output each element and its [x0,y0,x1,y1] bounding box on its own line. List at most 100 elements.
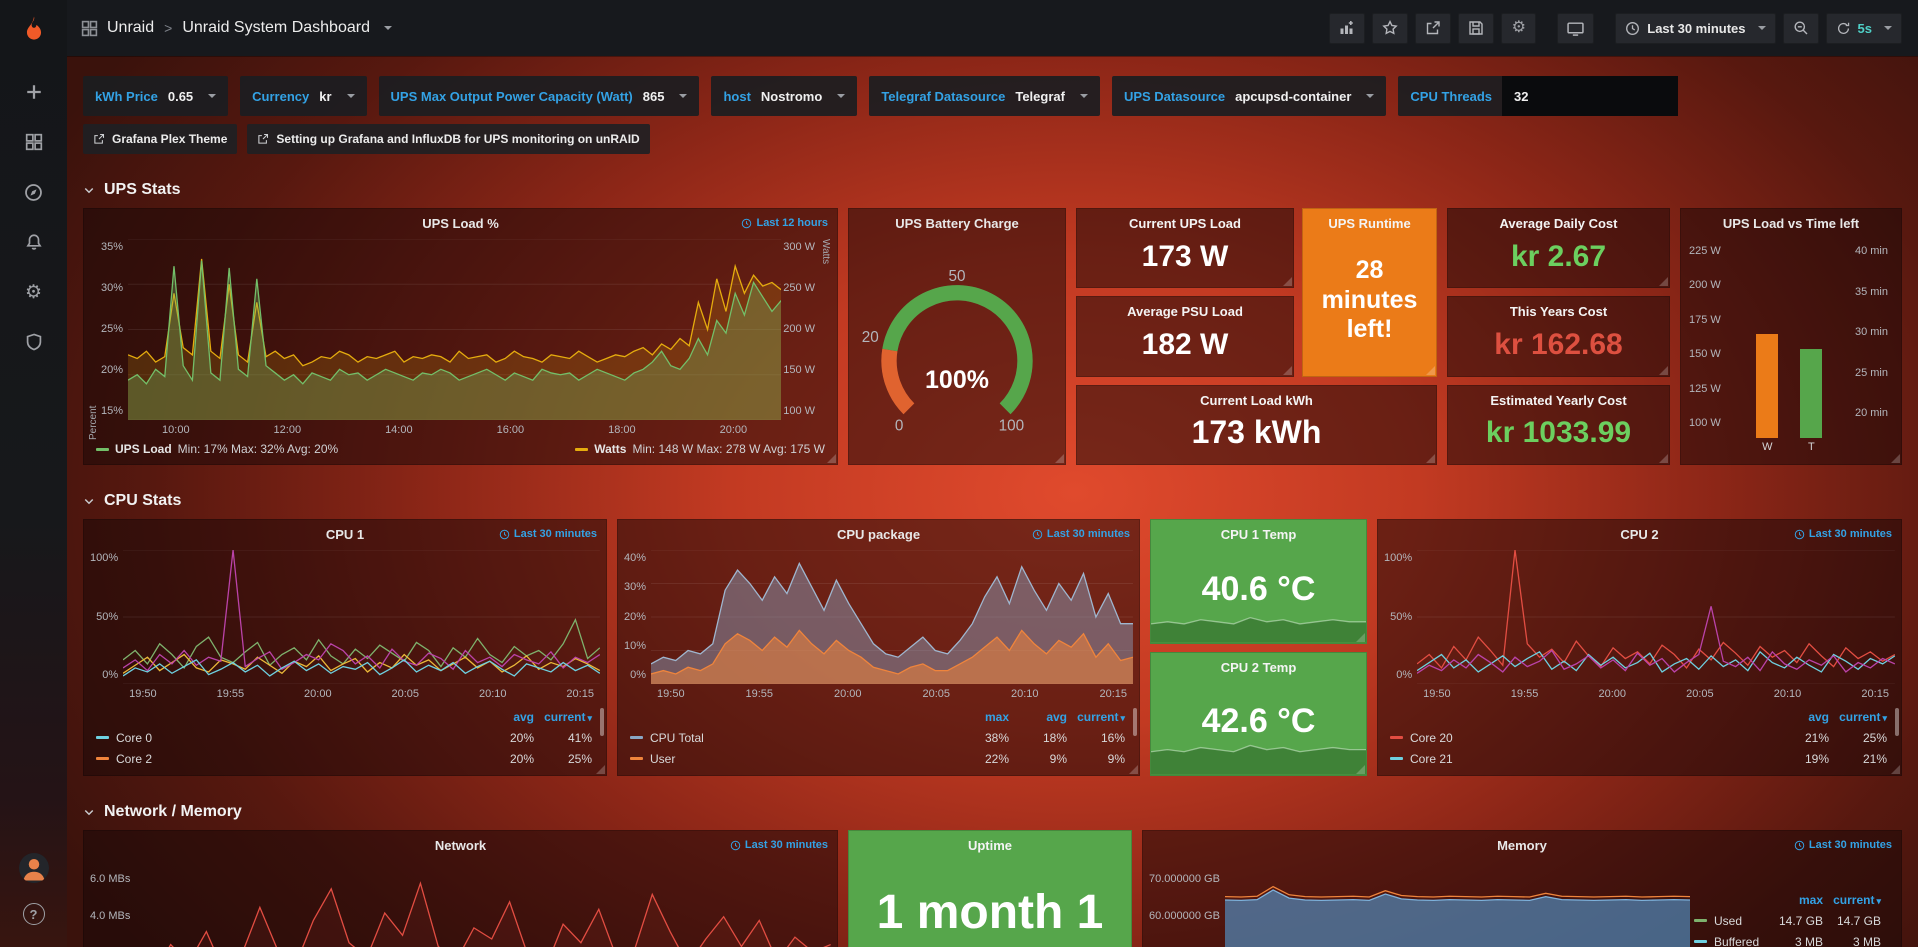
legend-row[interactable]: Core 2 20% 25% [96,748,592,769]
panel-header[interactable]: UPS Load % Last 12 hours [84,209,837,237]
user-avatar[interactable] [18,853,49,883]
gauge-threshold-label: 20 [862,329,879,346]
link-grafana-plex-theme[interactable]: Grafana Plex Theme [83,124,238,154]
legend-row[interactable]: Used 14.7 GB 14.7 GB [1694,910,1881,931]
refresh-picker[interactable]: 5s [1825,12,1902,44]
panel-header[interactable]: CPU 2 Last 30 minutes [1378,520,1901,548]
time-range-picker[interactable]: Last 30 minutes [1615,12,1776,44]
legend-item[interactable]: UPS Load Min: 17% Max: 32% Avg: 20% [96,442,338,456]
variable-currency[interactable]: Currency kr [240,76,367,116]
link-ups-monitoring-guide[interactable]: Setting up Grafana and InfluxDB for UPS … [247,124,650,154]
axis-tick: 20:10 [1773,688,1802,700]
panel-title: CPU package [836,526,921,542]
settings-button[interactable]: ⚙ [1501,12,1537,44]
stat-value: 173 W [1141,239,1229,273]
clock-icon [730,840,741,850]
breadcrumb-dashboard[interactable]: Unraid System Dashboard [182,19,370,36]
section-title: Network / Memory [104,803,242,820]
variable-telegraf-datasource[interactable]: Telegraf Datasource Telegraf [869,76,1100,116]
panel-cpu2: CPU 2 Last 30 minutes 100% 50% 0% 19:50 19:… [1377,519,1902,776]
panel-header[interactable]: Network Last 30 minutes [84,831,837,859]
chevron-down-icon[interactable] [383,26,392,30]
cpu2-chart[interactable] [1417,550,1895,684]
save-button[interactable] [1458,12,1495,44]
axis-tick: 20:15 [1861,688,1889,700]
stat-title: CPU 1 Temp [1220,527,1297,542]
share-icon [1427,21,1440,35]
panel-title: CPU 1 [325,526,365,542]
sidebar-item-explore[interactable] [22,180,46,204]
legend-scrollbar[interactable] [600,708,604,736]
link-label: Grafana Plex Theme [112,132,228,146]
y-axis-label-left: Percent [88,405,99,440]
dashboards-icon [25,133,42,151]
add-panel-button[interactable] [1329,12,1366,44]
chevron-down-icon [84,498,94,505]
variable-ups-max-output[interactable]: UPS Max Output Power Capacity (Watt) 865 [378,76,700,116]
sidebar-item-configuration[interactable]: ⚙ [22,280,46,304]
panel-header[interactable]: CPU package Last 30 minutes [618,520,1139,548]
sidebar-item-server-admin[interactable] [22,330,46,354]
legend-header[interactable]: max avg current ▾ [984,709,1125,724]
sidebar-item-dashboards[interactable] [22,130,46,154]
stat-value: 182 W [1141,327,1229,361]
legend-scrollbar[interactable] [1133,708,1137,736]
section-cpu-stats[interactable]: CPU Stats [83,483,1902,519]
legend-row[interactable]: Core 20 21% 25% [1390,727,1887,748]
x-axis: 19:50 19:55 20:00 20:05 20:10 20:15 [1417,684,1895,704]
panel-ups-battery-charge: UPS Battery Charge 0 100 50 20 100% [848,208,1066,465]
ups-load-chart[interactable] [128,239,782,420]
section-ups-stats[interactable]: UPS Stats [83,172,1902,208]
refresh-icon [1837,22,1849,34]
axis-tick: 20:05 [391,688,420,700]
section-network-memory[interactable]: Network / Memory [83,794,1902,830]
sidebar-item-create[interactable] [22,80,46,104]
legend-row[interactable]: User 22% 9% 9% [630,748,1125,769]
variable-kwh-price[interactable]: kWh Price 0.65 [83,76,229,116]
tv-icon [1567,21,1584,36]
cycle-view-button[interactable] [1557,12,1595,44]
legend-header[interactable]: avg current ▾ [1808,709,1887,724]
zoom-out-button[interactable] [1782,12,1819,44]
avatar-icon [18,853,49,883]
variable-ups-datasource[interactable]: UPS Datasource apcupsd-container [1111,76,1387,116]
axis-tick: 225 W [1689,245,1721,257]
legend-row[interactable]: Core 21 19% 21% [1390,748,1887,769]
grafana-logo[interactable] [21,0,47,56]
legend-series-name: Watts [594,442,627,456]
cpu1-chart[interactable] [123,550,600,684]
legend-series-name: UPS Load [115,442,172,456]
axis-tick: 30% [624,581,647,594]
axis-tick: 20:00 [719,424,748,436]
cpu-package-chart[interactable] [651,550,1133,684]
breadcrumb-app[interactable]: Unraid [107,19,155,36]
panel-header[interactable]: UPS Load vs Time left [1681,209,1901,237]
legend-item[interactable]: Watts Min: 148 W Max: 278 W Avg: 175 W [575,442,825,456]
chevron-down-icon [84,187,94,194]
help-button[interactable]: ? [22,903,45,925]
panel-header[interactable]: CPU 1 Last 30 minutes [84,520,606,548]
network-chart[interactable] [135,861,831,947]
navbar-actions: ⚙ Last 30 minutes 5s [1329,12,1902,44]
share-button[interactable] [1415,12,1452,44]
legend-header[interactable]: max current ▾ [1798,892,1881,907]
clock-icon [1794,840,1805,850]
legend-scrollbar[interactable] [1895,708,1899,736]
memory-chart[interactable] [1224,861,1690,947]
legend-row[interactable]: Buffered 3 MB 3 MB [1694,931,1881,947]
panel-header[interactable]: Memory Last 30 minutes [1143,831,1901,859]
variable-label: CPU Threads [1410,88,1493,104]
sidebar-item-alerting[interactable] [22,230,46,254]
legend-row[interactable]: Core 0 20% 41% [96,727,592,748]
legend-row[interactable]: CPU Total 38% 18% 16% [630,727,1125,748]
cpu-threads-input[interactable] [1502,76,1679,116]
panel-header[interactable]: UPS Battery Charge [849,209,1065,237]
graph-body: 100% 50% 0% 19:50 19:55 20:00 20:05 20:10 20:15 [84,548,606,704]
star-button[interactable] [1372,12,1409,44]
variable-host[interactable]: host Nostromo [711,76,858,116]
axis-tick: 20:15 [1099,688,1127,700]
legend-header[interactable]: avg current ▾ [513,709,592,724]
battery-gauge[interactable]: 0 100 50 20 100% [849,237,1065,464]
